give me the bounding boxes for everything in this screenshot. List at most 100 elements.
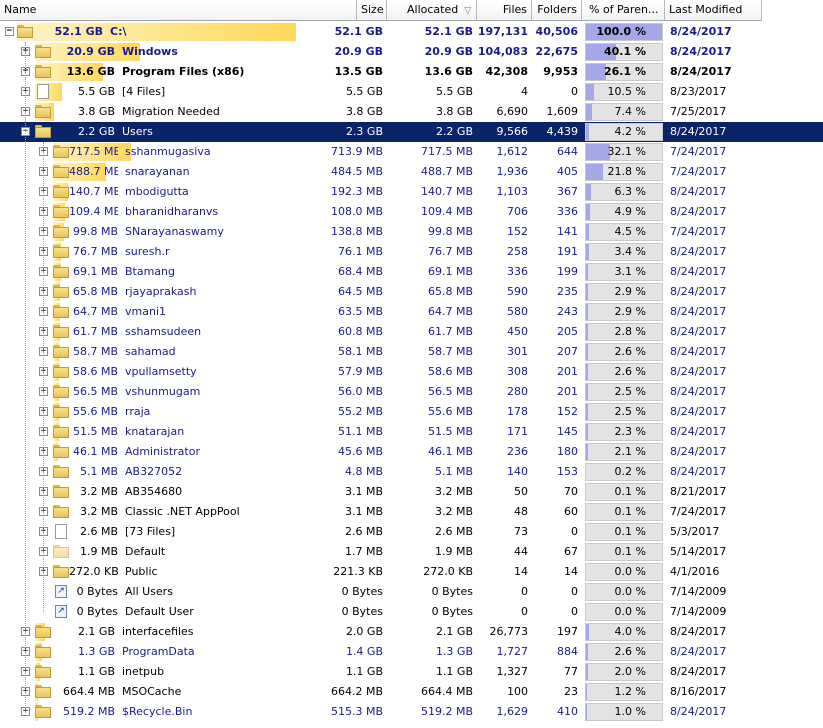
item-last-modified: 5/14/2017: [670, 545, 727, 558]
column-percent-of-parent[interactable]: % of Paren...: [582, 0, 665, 21]
percent-value: 0.2 %: [614, 465, 646, 478]
item-size: 138.8 MB: [330, 225, 383, 238]
item-last-modified: 8/24/2017: [670, 205, 727, 218]
percent-value: 100.0 %: [596, 25, 646, 38]
item-name: snarayanan: [125, 165, 190, 178]
percent-bar: 3.1 %: [585, 263, 663, 281]
tree-row[interactable]: +1.1 GB inetpub 1.1 GB 1.1 GB 1,327 77 2.0 % 8/…: [0, 662, 823, 682]
tree-row[interactable]: +140.7 MB mbodigutta 192.3 MB 140.7 MB 1,103…: [0, 182, 823, 202]
percent-bar: 2.5 %: [585, 403, 663, 421]
item-folders: 205: [557, 325, 578, 338]
collapse-icon[interactable]: −: [5, 26, 14, 36]
item-last-modified: 8/24/2017: [670, 65, 732, 78]
percent-value: 0.1 %: [614, 505, 646, 518]
tree-row[interactable]: +717.5 MB sshanmugasiva 713.9 MB 717.5 MB 1,…: [0, 142, 823, 162]
tree-row[interactable]: +3.8 GB Migration Needed 3.8 GB 3.8 GB 6,690…: [0, 102, 823, 122]
percent-bar: 10.5 %: [585, 83, 663, 101]
shortcut-icon: ↗: [55, 605, 67, 618]
percent-value: 32.1 %: [607, 145, 646, 158]
folder-icon: [17, 25, 33, 38]
item-size-label: 64.7 MB: [72, 305, 118, 318]
tree-row[interactable]: +5.1 MB AB327052 4.8 MB 5.1 MB 140 153 0.2 % 8/…: [0, 462, 823, 482]
tree-row[interactable]: +3.2 MB AB354680 3.1 MB 3.2 MB 50 70 0.1 % 8/21…: [0, 482, 823, 502]
item-files: 590: [507, 285, 528, 298]
item-allocated: 519.2 MB: [420, 705, 473, 718]
tree-row[interactable]: +61.7 MB sshamsudeen 60.8 MB 61.7 MB 450 205 2…: [0, 322, 823, 342]
item-folders: 4,439: [546, 125, 579, 138]
item-size: 57.9 MB: [337, 365, 383, 378]
tree-row[interactable]: ↗ 0 Bytes Default User 0 Bytes 0 Bytes 0 0 0.0 …: [0, 602, 823, 622]
item-files: 73: [514, 525, 528, 538]
column-folders[interactable]: Folders: [532, 0, 582, 21]
tree-row[interactable]: +55.6 MB rraja 55.2 MB 55.6 MB 178 152 2.5 % 8/…: [0, 402, 823, 422]
item-size: 58.1 MB: [337, 345, 383, 358]
item-name: sahamad: [125, 345, 176, 358]
tree-row[interactable]: +51.5 MB knatarajan 51.1 MB 51.5 MB 171 145 2.…: [0, 422, 823, 442]
tree-row[interactable]: +2.1 GB interfacefiles 2.0 GB 2.1 GB 26,773 1…: [0, 622, 823, 642]
tree-row[interactable]: −2.2 GB Users 2.3 GB 2.2 GB 9,566 4,439 4.2 % 8…: [0, 122, 823, 142]
tree-row[interactable]: +64.7 MB vmani1 63.5 MB 64.7 MB 580 243 2.9 % 8…: [0, 302, 823, 322]
item-name: vmani1: [125, 305, 166, 318]
item-size: 60.8 MB: [337, 325, 383, 338]
tree-row[interactable]: ↗ 0 Bytes All Users 0 Bytes 0 Bytes 0 0 0.0 % 7/…: [0, 582, 823, 602]
item-folders: 70: [564, 485, 578, 498]
item-files: 14: [514, 565, 528, 578]
percent-bar: 3.4 %: [585, 243, 663, 261]
item-size-label: 717.5 MB: [69, 145, 118, 158]
item-last-modified: 8/24/2017: [670, 345, 727, 358]
column-size[interactable]: Size: [357, 0, 387, 21]
percent-bar: 2.9 %: [585, 303, 663, 321]
percent-bar: 6.3 %: [585, 183, 663, 201]
tree-row[interactable]: +69.1 MB Btamang 68.4 MB 69.1 MB 336 199 3.1 %…: [0, 262, 823, 282]
item-name: [4 Files]: [122, 85, 166, 98]
tree-row[interactable]: +13.6 GB Program Files (x86) 13.5 GB 13.6 G…: [0, 62, 823, 82]
tree-row[interactable]: +1.3 GB ProgramData 1.4 GB 1.3 GB 1,727 884 2.…: [0, 642, 823, 662]
item-allocated: 1.3 GB: [435, 645, 473, 658]
percent-bar-fill: [586, 424, 588, 440]
tree-row[interactable]: +58.6 MB vpullamsetty 57.9 MB 58.6 MB 308 201…: [0, 362, 823, 382]
item-folders: 410: [557, 705, 578, 718]
tree-row[interactable]: +99.8 MB SNarayanaswamy 138.8 MB 99.8 MB 152…: [0, 222, 823, 242]
tree-row[interactable]: +109.4 MB bharanidharanvs 108.0 MB 109.4 MB…: [0, 202, 823, 222]
column-allocated[interactable]: Allocated ▽: [387, 0, 477, 21]
tree-row[interactable]: +76.7 MB suresh.r 76.1 MB 76.7 MB 258 191 3.4 …: [0, 242, 823, 262]
tree-row[interactable]: +65.8 MB rjayaprakash 64.5 MB 65.8 MB 590 235…: [0, 282, 823, 302]
column-name[interactable]: Name: [0, 0, 357, 21]
tree-line: [25, 42, 26, 712]
item-size-label: 1.3 GB: [77, 645, 115, 658]
file-icon: [37, 84, 49, 99]
tree-row[interactable]: +58.7 MB sahamad 58.1 MB 58.7 MB 301 207 2.6 %…: [0, 342, 823, 362]
item-size: 515.3 MB: [330, 705, 383, 718]
tree-row[interactable]: +519.2 MB $Recycle.Bin 515.3 MB 519.2 MB 1,6…: [0, 702, 823, 722]
percent-value: 0.0 %: [614, 605, 646, 618]
tree-row[interactable]: +3.2 MB Classic .NET AppPool 3.1 MB 3.2 MB 4…: [0, 502, 823, 522]
item-size-label: 46.1 MB: [72, 445, 118, 458]
tree-row[interactable]: +1.9 MB Default 1.7 MB 1.9 MB 44 67 0.1 % 5/14/…: [0, 542, 823, 562]
column-last-modified[interactable]: Last Modified: [665, 0, 762, 21]
item-files: 450: [507, 325, 528, 338]
tree-row[interactable]: +2.6 MB [73 Files] 2.6 MB 2.6 MB 73 0 0.1 % 5/3…: [0, 522, 823, 542]
percent-bar-fill: [586, 644, 588, 660]
tree-row[interactable]: +488.7 MB snarayanan 484.5 MB 488.7 MB 1,936…: [0, 162, 823, 182]
tree-row[interactable]: +272.0 KB Public 221.3 KB 272.0 KB 14 14 0.0 %…: [0, 562, 823, 582]
tree-row[interactable]: +46.1 MB Administrator 45.6 MB 46.1 MB 236 18…: [0, 442, 823, 462]
item-size-label: 1.9 MB: [79, 545, 118, 558]
item-files: 178: [507, 405, 528, 418]
item-files: 140: [507, 465, 528, 478]
item-size: 192.3 MB: [330, 185, 383, 198]
item-size: 3.8 GB: [345, 105, 383, 118]
item-last-modified: 7/14/2009: [670, 605, 727, 618]
percent-bar-fill: [586, 264, 588, 280]
item-last-modified: 8/24/2017: [670, 125, 727, 138]
item-last-modified: 7/25/2017: [670, 105, 727, 118]
tree-row[interactable]: +664.4 MB MSOCache 664.2 MB 664.4 MB 100 23 1.…: [0, 682, 823, 702]
column-files[interactable]: Files: [477, 0, 532, 21]
percent-value: 4.2 %: [614, 125, 646, 138]
percent-bar-fill: [586, 144, 610, 160]
item-size-label: 519.2 MB: [62, 705, 115, 718]
tree-row[interactable]: +56.5 MB vshunmugam 56.0 MB 56.5 MB 280 201 2.…: [0, 382, 823, 402]
percent-bar-fill: [586, 184, 591, 200]
tree-row[interactable]: − 52.1 GB C:\ 52.1 GB 52.1 GB 197,131 40,506 10…: [0, 22, 823, 42]
tree-row[interactable]: +5.5 GB [4 Files] 5.5 GB 5.5 GB 4 0 10.5 % 8/23…: [0, 82, 823, 102]
tree-row[interactable]: +20.9 GB Windows 20.9 GB 20.9 GB 104,083 22,6…: [0, 42, 823, 62]
